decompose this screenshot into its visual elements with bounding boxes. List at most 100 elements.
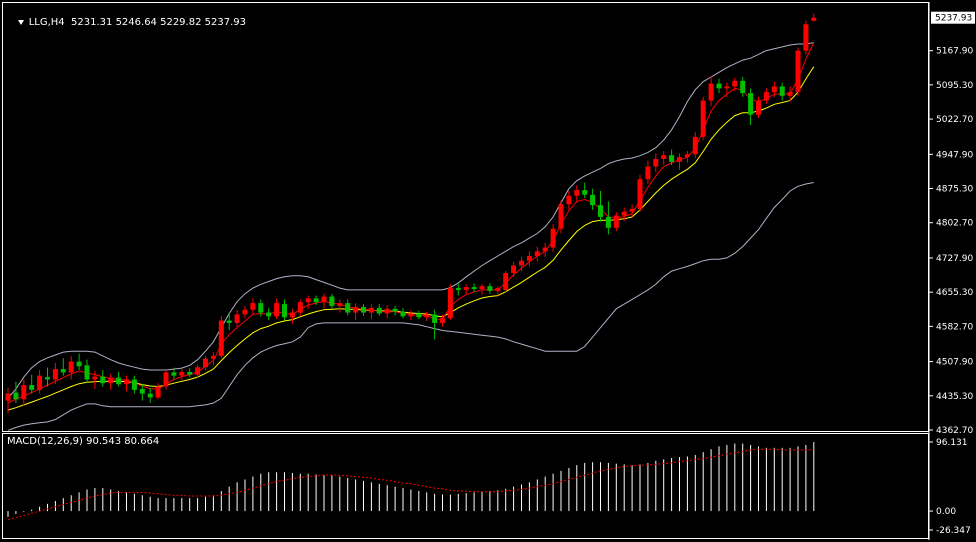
candle-body <box>590 194 596 206</box>
candle-body <box>732 80 738 87</box>
candle-body <box>511 265 517 273</box>
candle-body <box>779 86 785 96</box>
candles <box>5 13 817 414</box>
candle-body <box>226 320 232 323</box>
candle-body <box>432 314 438 323</box>
macd-signal-line <box>7 448 814 521</box>
candle-body <box>803 24 809 51</box>
candle-body <box>558 204 564 229</box>
price-tick-label: 5167.90 <box>936 47 973 57</box>
candle-body <box>598 205 603 217</box>
candle-body <box>5 393 11 401</box>
candle-body <box>84 365 90 380</box>
candle-body <box>724 86 730 89</box>
candle-body <box>574 190 580 196</box>
candle-body <box>408 313 414 317</box>
price-tick-label: 4435.30 <box>936 392 973 402</box>
candle-body <box>21 385 27 400</box>
candle-body <box>487 286 493 291</box>
candle-body <box>305 298 311 303</box>
candle-body <box>582 190 588 195</box>
candle-body <box>384 308 390 314</box>
price-tick-label: 4875.30 <box>936 185 973 195</box>
price-tick-label: 4727.90 <box>936 254 973 264</box>
candle-body <box>463 287 469 290</box>
candle-body <box>677 157 682 162</box>
candle-body <box>179 371 185 376</box>
candle-body <box>692 136 698 155</box>
candle-body <box>92 376 98 380</box>
candle-body <box>353 306 359 313</box>
price-axis: 5167.90 5095.30 5022.70 4947.90 4875.30 4802.… <box>929 47 973 436</box>
candle-body <box>424 314 430 318</box>
candle-body <box>282 304 287 318</box>
candle-body <box>550 228 556 248</box>
candle-body <box>29 385 35 390</box>
candle-body <box>289 312 295 318</box>
candle-body <box>621 211 627 216</box>
candle-body <box>52 369 58 380</box>
candle-body <box>613 215 619 228</box>
price-tag-label: 5237.93 <box>935 14 972 24</box>
candle-body <box>811 17 817 21</box>
candle-body <box>534 251 540 257</box>
candle-body <box>416 313 422 318</box>
candle-body <box>756 100 761 115</box>
candle-body <box>147 393 153 398</box>
candle-body <box>392 308 398 312</box>
candle-body <box>566 195 572 205</box>
candle-body <box>274 303 280 317</box>
macd-tick-label: -26.347 <box>936 526 971 536</box>
candle-body <box>210 355 216 359</box>
candle-body <box>361 306 366 313</box>
candle-body <box>329 296 335 306</box>
price-tick-label: 4507.90 <box>936 358 973 368</box>
price-tick-label: 5022.70 <box>936 115 973 125</box>
candle-body <box>787 92 793 96</box>
moving-averages <box>7 42 815 411</box>
candle-body <box>163 372 169 387</box>
candle-body <box>708 83 714 101</box>
candle-body <box>321 296 327 303</box>
candle-body <box>661 155 667 159</box>
candle-body <box>542 247 548 252</box>
candle-body <box>100 376 106 384</box>
main-pane-frame <box>2 2 929 432</box>
candle-body <box>471 287 477 290</box>
candle-body <box>195 367 201 375</box>
candle-body <box>266 312 272 317</box>
ma-fast-line <box>7 42 815 404</box>
candle-body <box>669 155 675 162</box>
macd-axis: 96.131 0.00 -26.347 <box>929 438 971 536</box>
price-tick-label: 4582.70 <box>936 322 973 332</box>
candle-body <box>203 358 208 368</box>
candle-body <box>108 377 114 384</box>
candle-body <box>68 361 74 373</box>
candle-body <box>258 303 264 313</box>
candle-body <box>716 83 722 89</box>
candle-body <box>368 307 374 313</box>
candle-body <box>155 386 161 398</box>
price-tick-label: 4362.70 <box>936 426 973 436</box>
candle-body <box>400 311 406 317</box>
candle-body <box>218 320 224 356</box>
candle-body <box>76 361 82 367</box>
price-tag-box <box>931 11 975 24</box>
bollinger-upper-line <box>7 42 814 399</box>
candle-body <box>645 166 651 180</box>
candle-body <box>455 288 461 290</box>
candle-body <box>637 179 643 209</box>
symbol-label: LLG,H4 <box>28 17 65 28</box>
macd-tick-label: 96.131 <box>936 438 968 448</box>
candle-body <box>440 318 445 323</box>
bollinger-bands <box>7 42 814 431</box>
candle-body <box>763 92 769 101</box>
candle-body <box>495 288 501 291</box>
candle-body <box>447 288 453 319</box>
candle-body <box>795 50 801 93</box>
candle-body <box>519 260 524 266</box>
collapse-triangle-icon[interactable] <box>17 19 24 25</box>
price-tick-label: 5095.30 <box>936 81 973 91</box>
